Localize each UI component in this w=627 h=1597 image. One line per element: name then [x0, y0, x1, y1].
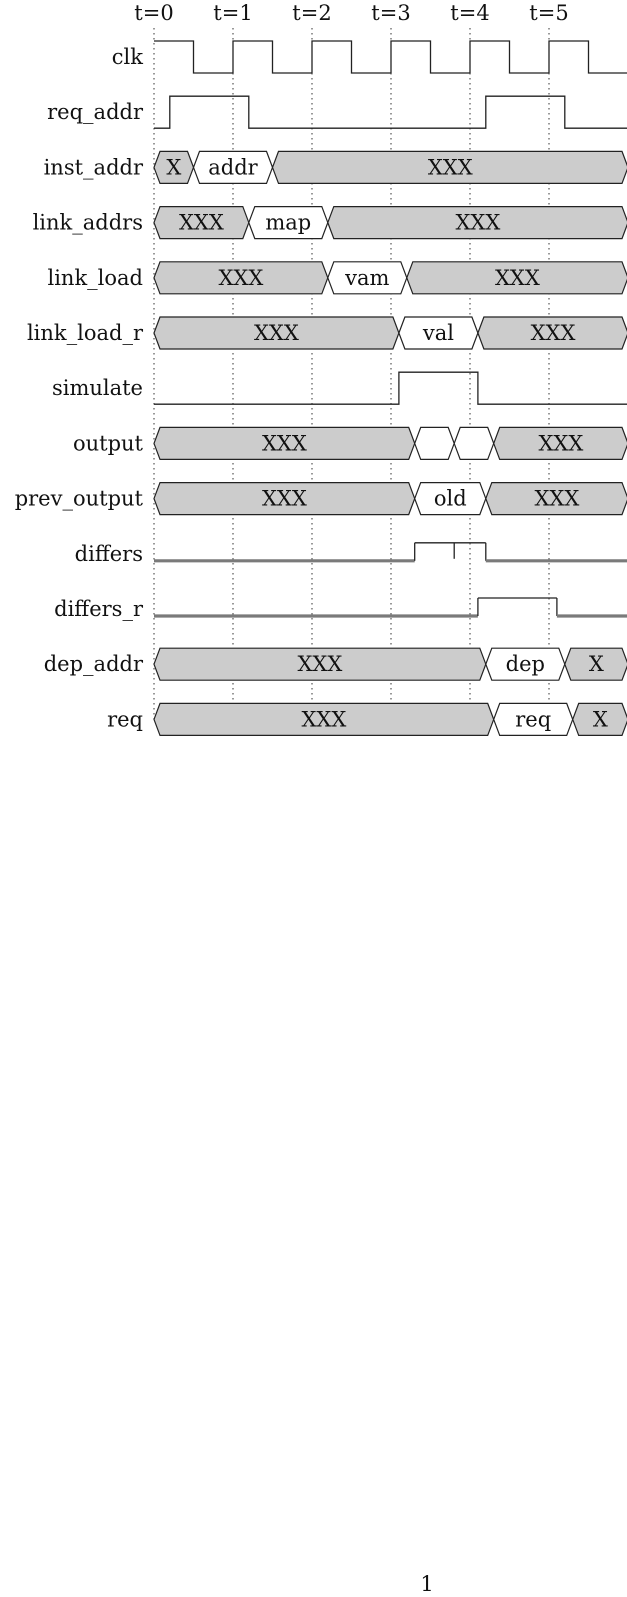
- bus-segment-value: [453, 426, 495, 460]
- signal-clk: clk: [112, 40, 627, 74]
- signal-label: inst_addr: [44, 155, 144, 179]
- signal-link-load-r: link_load_r XXX val XXX: [27, 316, 627, 350]
- signal-output: output XXX XXX: [73, 426, 627, 460]
- bus-segment-label: XXX: [538, 431, 583, 455]
- bus-segment-label: XXX: [262, 431, 307, 455]
- bus-segment-label: XXX: [428, 155, 473, 179]
- signal-label: dep_addr: [44, 652, 144, 676]
- bus-segment-label: addr: [208, 155, 258, 179]
- bus-segment-label: XXX: [531, 321, 576, 345]
- signal-label: link_load: [47, 266, 143, 290]
- waveform: [154, 40, 627, 74]
- signal-label: output: [73, 431, 144, 455]
- bus-segment-label: map: [265, 211, 311, 235]
- bus-segment-label: req: [515, 707, 551, 731]
- signal-label: prev_output: [15, 487, 144, 511]
- signal-label: link_addrs: [33, 211, 143, 235]
- time-label: t=2: [292, 1, 331, 25]
- signal-prev-output: prev_output XXX old XXX: [15, 482, 627, 516]
- signal-label: req: [107, 707, 143, 731]
- time-label: t=4: [450, 1, 489, 25]
- signal-simulate: simulate: [52, 371, 627, 405]
- bus-segment-unknown: [493, 426, 627, 460]
- bus-segment-unknown: [406, 261, 627, 295]
- bus-segment-value: [414, 426, 455, 460]
- signal-label: clk: [112, 45, 143, 69]
- signal-differs: differs: [75, 542, 627, 566]
- bus-segment-unknown: [572, 702, 627, 737]
- signal-label: differs: [75, 542, 143, 566]
- bus-segment-label: XXX: [254, 321, 299, 345]
- bus-segment-label: old: [434, 487, 467, 511]
- signal-label: req_addr: [47, 100, 144, 124]
- bus-segment-label: XXX: [179, 211, 224, 235]
- time-label: t=0: [134, 1, 173, 25]
- time-grid: [153, 28, 550, 722]
- bus-segment-unknown: [477, 316, 627, 350]
- bus-segment-unknown: [271, 150, 627, 184]
- bus-segment-label: X: [593, 707, 608, 731]
- bus-segment-label: X: [166, 155, 181, 179]
- signal-label: simulate: [52, 376, 143, 400]
- signal-link-addrs: link_addrs XXX map XXX: [33, 206, 627, 240]
- bus-segment-label: X: [589, 652, 604, 676]
- page-number: 1: [420, 1572, 434, 1596]
- bus-segment-label: XXX: [534, 487, 579, 511]
- bus-segment-label: XXX: [218, 266, 263, 290]
- bus-segment-label: vam: [344, 266, 389, 290]
- waveform: [154, 95, 627, 129]
- bus-segment-label: dep: [506, 652, 545, 676]
- bus-segment-label: XXX: [297, 652, 342, 676]
- bus-segment-label: val: [422, 321, 454, 345]
- signal-label: differs_r: [54, 597, 144, 621]
- time-label: t=1: [213, 1, 252, 25]
- bus-segment-unknown: [564, 647, 627, 681]
- signal-label: link_load_r: [27, 321, 144, 345]
- time-label: t=5: [529, 1, 568, 25]
- signal-link-load: link_load XXX vam XXX: [47, 261, 627, 295]
- signal-dep-addr: dep_addr XXX dep X: [44, 647, 627, 681]
- bus-segment-label: XXX: [455, 211, 500, 235]
- signal-differs-r: differs_r: [54, 597, 627, 621]
- time-labels: t=0 t=1 t=2 t=3 t=4 t=5: [134, 1, 568, 25]
- time-label: t=3: [371, 1, 410, 25]
- bus-segment-unknown: [327, 206, 627, 240]
- bus-segment-label: XXX: [495, 266, 540, 290]
- signal-req-addr: req_addr: [47, 95, 627, 129]
- bus-segment-unknown: [485, 482, 627, 516]
- signal-req: req XXX req X: [107, 702, 627, 737]
- bus-segment-label: XXX: [262, 487, 307, 511]
- waveform: [154, 371, 627, 405]
- bus-segment-label: XXX: [301, 707, 346, 731]
